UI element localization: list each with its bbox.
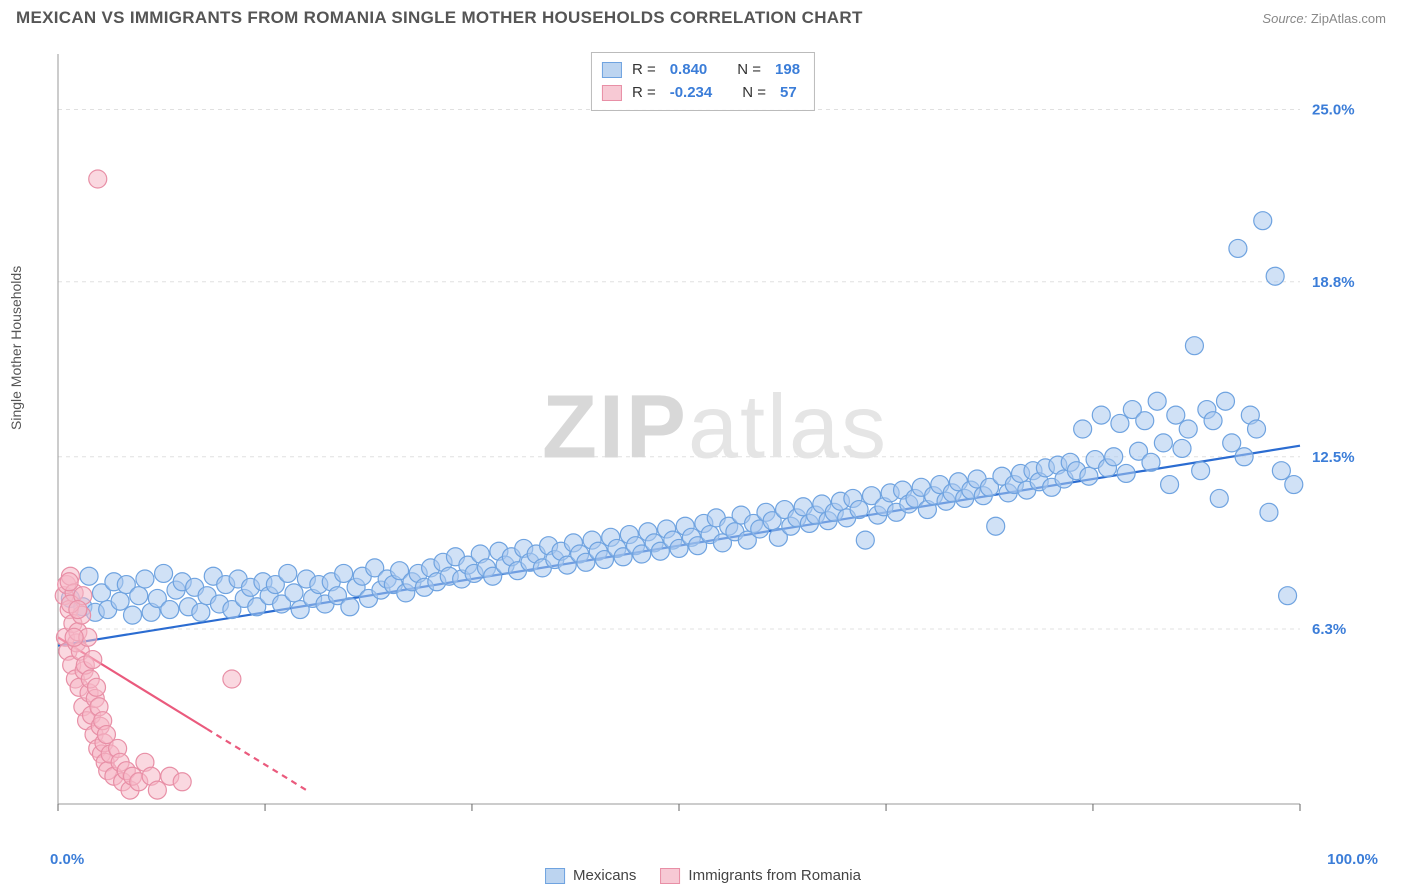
- swatch-blue: [602, 62, 622, 78]
- swatch-blue: [545, 868, 565, 884]
- n-value: 57: [776, 82, 797, 105]
- r-value: 0.840: [666, 59, 708, 82]
- source: Source: ZipAtlas.com: [1262, 11, 1386, 26]
- corr-row-2: R = -0.234 N = 57: [602, 82, 800, 105]
- chart-svg: 6.3% 12.5% 18.8% 25.0%: [48, 44, 1370, 824]
- legend-item-romania: Immigrants from Romania: [660, 867, 861, 884]
- svg-text:18.8%: 18.8%: [1312, 274, 1355, 291]
- svg-text:25.0%: 25.0%: [1312, 102, 1355, 119]
- corr-row-1: R = 0.840 N = 198: [602, 59, 800, 82]
- x-axis-max: 100.0%: [1327, 851, 1378, 868]
- svg-text:6.3%: 6.3%: [1312, 621, 1346, 638]
- x-axis-min: 0.0%: [50, 851, 84, 868]
- legend-label: Mexicans: [573, 867, 636, 884]
- swatch-pink: [602, 85, 622, 101]
- r-label: R =: [632, 59, 656, 82]
- bottom-legend: Mexicans Immigrants from Romania: [545, 867, 861, 884]
- n-label: N =: [737, 59, 761, 82]
- plot-area: ZIPatlas 6.3%12.5%18.8%25.0%: [48, 44, 1382, 844]
- swatch-pink: [660, 868, 680, 884]
- source-label: Source:: [1262, 11, 1307, 26]
- source-value: ZipAtlas.com: [1311, 11, 1386, 26]
- header: MEXICAN VS IMMIGRANTS FROM ROMANIA SINGL…: [0, 0, 1406, 32]
- legend-label: Immigrants from Romania: [688, 867, 861, 884]
- svg-text:12.5%: 12.5%: [1312, 449, 1355, 466]
- n-value: 198: [771, 59, 800, 82]
- n-label: N =: [742, 82, 766, 105]
- r-value: -0.234: [666, 82, 713, 105]
- r-label: R =: [632, 82, 656, 105]
- chart-title: MEXICAN VS IMMIGRANTS FROM ROMANIA SINGL…: [16, 8, 863, 28]
- legend-item-mexicans: Mexicans: [545, 867, 636, 884]
- correlation-legend: R = 0.840 N = 198 R = -0.234 N = 57: [591, 52, 815, 111]
- y-axis-label: Single Mother Households: [8, 266, 24, 430]
